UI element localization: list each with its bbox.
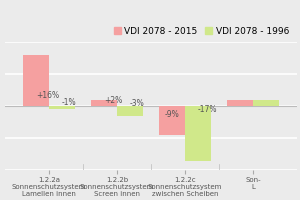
Text: -3%: -3%: [130, 99, 145, 108]
Text: -17%: -17%: [198, 105, 218, 114]
Bar: [91, 100, 117, 106]
Text: +2%: +2%: [104, 96, 122, 105]
Text: -9%: -9%: [165, 110, 179, 119]
Text: +16%: +16%: [36, 91, 59, 100]
Bar: [253, 100, 279, 106]
Bar: [185, 106, 211, 161]
Bar: [23, 55, 49, 106]
Bar: [49, 106, 75, 109]
Bar: [117, 106, 143, 116]
Legend: VDI 2078 - 2015, VDI 2078 - 1996: VDI 2078 - 2015, VDI 2078 - 1996: [110, 23, 293, 40]
Text: -1%: -1%: [62, 98, 76, 107]
Bar: [227, 100, 253, 106]
Bar: [159, 106, 185, 135]
